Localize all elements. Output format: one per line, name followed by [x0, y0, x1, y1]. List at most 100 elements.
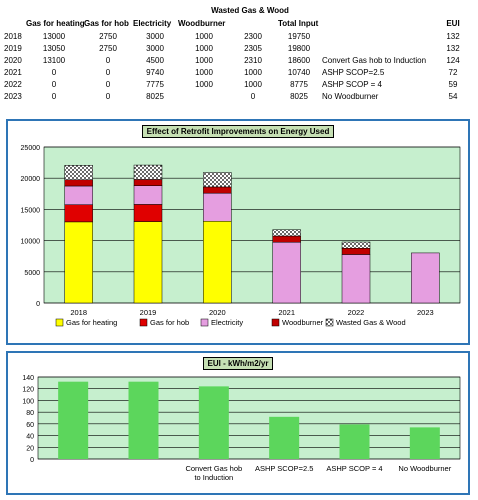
y-tick-label: 140: [22, 375, 34, 382]
x-tick-label: 2021: [278, 308, 295, 317]
bar: [198, 386, 229, 459]
y-tick-label: 15000: [21, 207, 41, 214]
table-cell: 0: [105, 80, 111, 89]
bar-segment: [203, 186, 232, 194]
eui-chart-title: EUI - kWh/m2/yr: [202, 357, 274, 370]
bar-segment: [341, 247, 371, 255]
table-cell: 19750: [287, 32, 311, 41]
y-tick-label: 0: [30, 457, 34, 464]
table-cell: 2750: [99, 44, 117, 53]
table-cell: 2019: [4, 44, 22, 53]
table-super-header: Wasted Gas & Wood: [211, 6, 289, 15]
table-cell: 0: [51, 92, 57, 101]
table-header-cell: Electricity: [133, 19, 172, 28]
bar: [409, 427, 440, 459]
table-cell: 13000: [42, 32, 66, 41]
bar-segment: [341, 254, 371, 304]
x-tick-label: Convert Gas hob: [185, 464, 242, 473]
table-cell: 1000: [244, 80, 262, 89]
table-cell: 0: [51, 68, 57, 77]
table-header-cell: Gas for hob: [84, 19, 129, 28]
table-cell: 2300: [244, 32, 262, 41]
table-cell: 2305: [244, 44, 262, 53]
table-cell: 8025: [290, 92, 308, 101]
table-cell: 59: [448, 80, 458, 89]
legend-swatch: [139, 318, 148, 327]
table-cell: 1000: [244, 68, 262, 77]
table-cell: ASHP SCOP=2.5: [322, 68, 385, 77]
table-header-cell: Woodburner: [178, 19, 226, 28]
bar-segment: [203, 192, 232, 222]
table-cell: 8775: [290, 80, 308, 89]
y-tick-label: 40: [26, 434, 34, 441]
bar: [339, 424, 370, 459]
table-cell: No Woodburner: [322, 92, 379, 101]
y-tick-label: 120: [22, 387, 34, 394]
table-cell: 3000: [146, 32, 164, 41]
table-cell: 1000: [195, 56, 213, 65]
plot-area: [37, 376, 461, 460]
eui-chart-title-wrap: EUI - kWh/m2/yr: [8, 357, 468, 370]
y-tick-label: 100: [22, 398, 34, 405]
table-cell: 124: [446, 56, 460, 65]
bar-segment: [133, 185, 163, 205]
bar-segment: [203, 172, 232, 188]
energy-stacked-bar-chart: 0 5000 10000 15000 20000 25000 2018 2019 2020 202…: [21, 145, 461, 327]
legend-label: Electricity: [211, 318, 243, 327]
bar: [269, 416, 300, 459]
bar: [58, 381, 89, 459]
table-cell: Convert Gas hob to Induction: [322, 56, 427, 65]
table-cell: 72: [448, 68, 458, 77]
energy-chart-title-wrap: Effect of Retrofit Improvements on Energ…: [8, 125, 468, 138]
legend-swatch: [55, 318, 64, 327]
table-cell: 2021: [4, 68, 22, 77]
table-cell: 1000: [195, 80, 213, 89]
table-header-cell: Total Input: [278, 19, 319, 28]
bar-segment: [64, 185, 93, 205]
y-tick-label: 20: [26, 445, 34, 452]
y-tick-label: 60: [26, 422, 34, 429]
data-table: Wasted Gas & Wood Gas for heating Gas for…: [0, 0, 478, 108]
bar-segment: [133, 221, 163, 304]
table-cell: 2022: [4, 80, 22, 89]
bar-segment: [64, 204, 93, 223]
x-tick-label: ASHP SCOP=2.5: [255, 464, 313, 473]
bar-segment: [341, 241, 371, 249]
bar-segment: [133, 179, 163, 186]
bar-segment: [272, 229, 301, 237]
x-tick-label: 2020: [209, 308, 226, 317]
table-cell: 19800: [287, 44, 311, 53]
table-cell: 2023: [4, 92, 22, 101]
legend-label: Gas for hob: [150, 318, 189, 327]
table-cell: 2020: [4, 56, 22, 65]
energy-chart-title: Effect of Retrofit Improvements on Energ…: [141, 125, 335, 138]
table-cell: 1000: [195, 32, 213, 41]
table-cell: 0: [105, 92, 111, 101]
table-cell: 2018: [4, 32, 22, 41]
y-tick-label: 5000: [24, 270, 40, 277]
table-cell: 0: [105, 56, 111, 65]
table-cell: 54: [448, 92, 458, 101]
table-cell: 1000: [195, 44, 213, 53]
x-tick-label: 2018: [70, 308, 87, 317]
legend-label: Woodburner: [282, 318, 324, 327]
table-cell: 132: [446, 32, 460, 41]
eui-chart-frame: EUI - kWh/m2/yr 0 20 40 60 80 100 120 140 Conver…: [6, 351, 470, 495]
bar-segment: [411, 252, 440, 304]
energy-chart-frame: Effect of Retrofit Improvements on Energ…: [6, 119, 470, 345]
legend-label: Gas for heating: [66, 318, 117, 327]
table-cell: 0: [51, 80, 57, 89]
bar-segment: [64, 165, 93, 181]
bar-segment: [64, 221, 93, 304]
x-tick-label: 2019: [140, 308, 157, 317]
y-tick-label: 20000: [21, 176, 41, 183]
y-tick-label: 25000: [21, 145, 41, 152]
x-tick-label: ASHP SCOP = 4: [326, 464, 382, 473]
x-tick-label: 2022: [348, 308, 365, 317]
table-cell: 9740: [146, 68, 164, 77]
y-tick-label: 10000: [21, 239, 41, 246]
table-cell: 4500: [146, 56, 164, 65]
bar-segment: [203, 221, 232, 304]
table-cell: ASHP SCOP = 4: [322, 80, 382, 89]
